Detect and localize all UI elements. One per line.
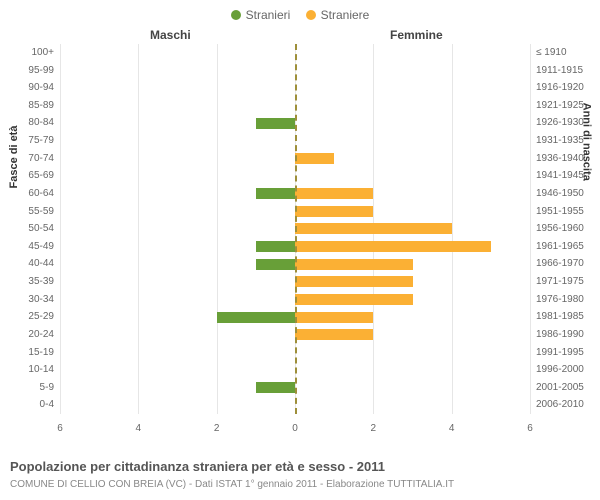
age-label: 0-4 xyxy=(40,396,60,414)
year-label: 1946-1950 xyxy=(530,185,584,203)
bar-female xyxy=(295,206,373,217)
age-label: 45-49 xyxy=(28,238,60,256)
legend-item-female: Straniere xyxy=(306,8,370,22)
legend-label-male: Stranieri xyxy=(246,8,291,22)
age-label: 15-19 xyxy=(28,344,60,362)
year-label: 1931-1935 xyxy=(530,132,584,150)
bar-male xyxy=(217,312,295,323)
age-label: 85-89 xyxy=(28,97,60,115)
age-label: 40-44 xyxy=(28,255,60,273)
age-label: 30-34 xyxy=(28,291,60,309)
legend-swatch-male xyxy=(231,10,241,20)
age-label: 70-74 xyxy=(28,150,60,168)
bar-male xyxy=(256,188,295,199)
column-title-right: Femmine xyxy=(390,28,443,42)
year-label: 1971-1975 xyxy=(530,273,584,291)
bar-female xyxy=(295,294,413,305)
legend-swatch-female xyxy=(306,10,316,20)
chart-subcaption: COMUNE DI CELLIO CON BREIA (VC) - Dati I… xyxy=(10,479,454,490)
x-tick-label: 6 xyxy=(57,423,63,434)
age-label: 80-84 xyxy=(28,114,60,132)
legend: Stranieri Straniere xyxy=(0,8,600,23)
year-label: 1961-1965 xyxy=(530,238,584,256)
age-label: 100+ xyxy=(31,44,60,62)
year-label: 2006-2010 xyxy=(530,396,584,414)
year-label: ≤ 1910 xyxy=(530,44,567,62)
year-label: 1941-1945 xyxy=(530,167,584,185)
bar-female xyxy=(295,188,373,199)
age-label: 5-9 xyxy=(40,379,60,397)
legend-item-male: Stranieri xyxy=(231,8,291,22)
center-line xyxy=(295,44,297,414)
x-tick-label: 2 xyxy=(371,423,377,434)
bar-female xyxy=(295,241,491,252)
bar-female xyxy=(295,276,413,287)
year-label: 1911-1915 xyxy=(530,62,583,80)
age-label: 55-59 xyxy=(28,203,60,221)
year-label: 1936-1940 xyxy=(530,150,584,168)
year-label: 2001-2005 xyxy=(530,379,584,397)
age-label: 65-69 xyxy=(28,167,60,185)
bar-male xyxy=(256,382,295,393)
x-tick-label: 4 xyxy=(449,423,455,434)
age-label: 50-54 xyxy=(28,220,60,238)
bar-male xyxy=(256,259,295,270)
year-label: 1986-1990 xyxy=(530,326,584,344)
year-label: 1966-1970 xyxy=(530,255,584,273)
column-title-left: Maschi xyxy=(150,28,191,42)
bar-female xyxy=(295,259,413,270)
bar-female xyxy=(295,153,334,164)
age-label: 20-24 xyxy=(28,326,60,344)
age-label: 25-29 xyxy=(28,308,60,326)
population-pyramid-chart: Stranieri Straniere Maschi Femmine Fasce… xyxy=(0,0,600,500)
plot-area: 6420246100+≤ 191095-991911-191590-941916… xyxy=(60,44,530,434)
age-label: 95-99 xyxy=(28,62,60,80)
age-label: 35-39 xyxy=(28,273,60,291)
year-label: 1956-1960 xyxy=(530,220,584,238)
age-label: 10-14 xyxy=(28,361,60,379)
bar-female xyxy=(295,312,373,323)
x-tick-label: 0 xyxy=(292,423,298,434)
age-label: 60-64 xyxy=(28,185,60,203)
year-label: 1976-1980 xyxy=(530,291,584,309)
year-label: 1926-1930 xyxy=(530,114,584,132)
age-label: 75-79 xyxy=(28,132,60,150)
year-label: 1921-1925 xyxy=(530,97,584,115)
bar-male xyxy=(256,118,295,129)
bar-female xyxy=(295,329,373,340)
year-label: 1981-1985 xyxy=(530,308,584,326)
year-label: 1916-1920 xyxy=(530,79,584,97)
x-tick-label: 4 xyxy=(136,423,142,434)
legend-label-female: Straniere xyxy=(321,8,370,22)
bar-female xyxy=(295,223,452,234)
year-label: 1951-1955 xyxy=(530,203,584,221)
x-tick-label: 2 xyxy=(214,423,220,434)
year-label: 1991-1995 xyxy=(530,344,584,362)
x-tick-label: 6 xyxy=(527,423,533,434)
age-label: 90-94 xyxy=(28,79,60,97)
chart-caption: Popolazione per cittadinanza straniera p… xyxy=(10,459,385,474)
year-label: 1996-2000 xyxy=(530,361,584,379)
y-axis-title-left: Fasce di età xyxy=(8,126,20,189)
bar-male xyxy=(256,241,295,252)
